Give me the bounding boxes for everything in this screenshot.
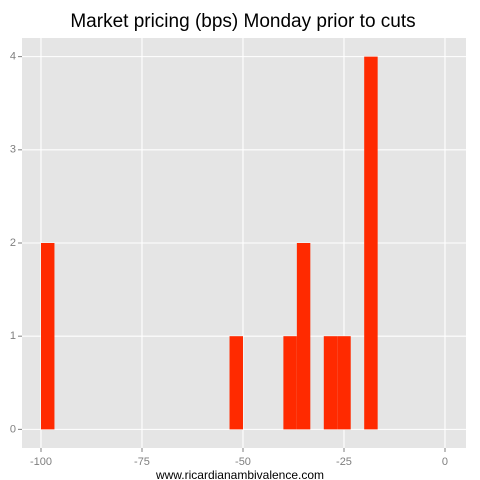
x-tick-label: -75	[134, 456, 150, 468]
x-tick-label: 0	[442, 456, 448, 468]
bar	[337, 336, 351, 430]
bar	[283, 336, 297, 430]
bar	[40, 243, 55, 430]
bar	[323, 336, 338, 430]
bar	[364, 56, 378, 430]
x-axis-label: www.ricardianambivalence.com	[155, 468, 324, 480]
chart-title: Market pricing (bps) Monday prior to cut…	[70, 11, 415, 32]
y-tick-label: 0	[10, 423, 16, 435]
y-tick-label: 3	[10, 144, 16, 156]
y-tick-label: 4	[10, 51, 16, 63]
y-tick-label: 2	[10, 237, 16, 249]
x-tick-label: -50	[235, 456, 251, 468]
x-tick-label: -25	[336, 456, 352, 468]
bar	[229, 336, 243, 430]
y-tick-label: 1	[10, 330, 16, 342]
bar	[296, 243, 311, 430]
x-tick-label: -100	[30, 456, 52, 468]
